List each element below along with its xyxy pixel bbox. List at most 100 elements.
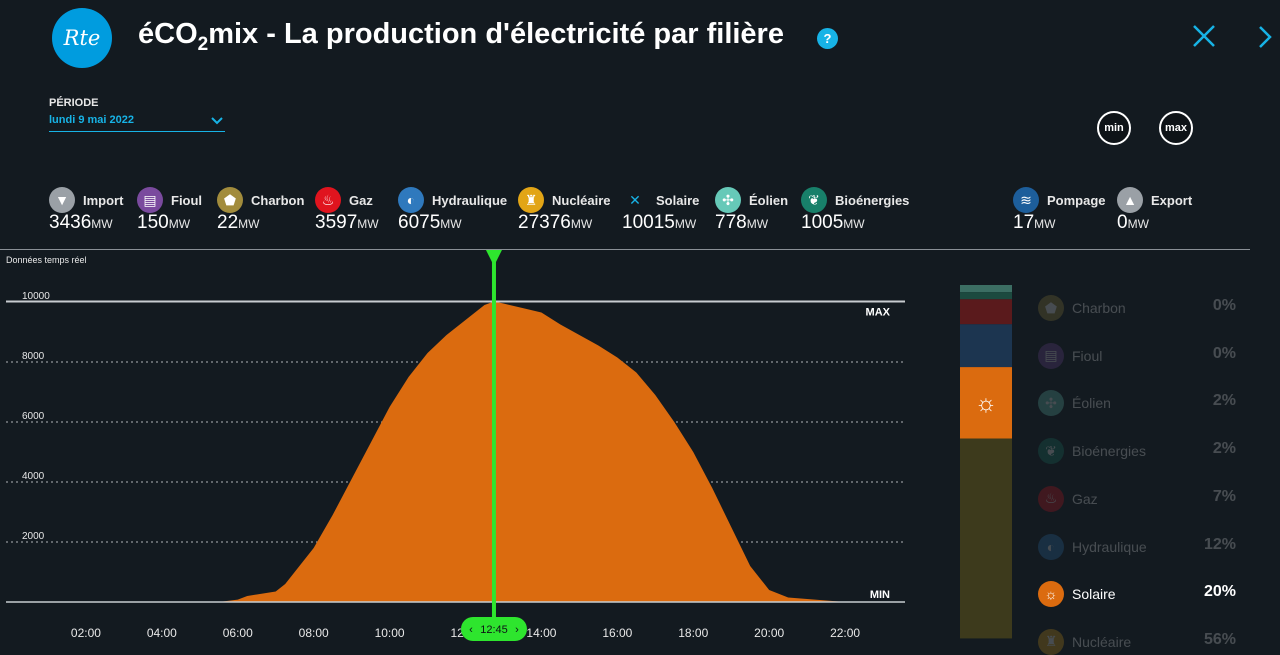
period-select[interactable]: lundi 9 mai 2022: [49, 114, 225, 132]
cursor-head-icon: [485, 250, 502, 266]
source-value: 3436MW: [49, 212, 113, 234]
x-tick-label: 20:00: [754, 626, 784, 640]
max-button[interactable]: max: [1159, 111, 1193, 145]
legend-item-gaz[interactable]: ♨ Gaz 7%: [1038, 485, 1238, 512]
source-name: Pompage: [1047, 193, 1106, 208]
page-title: éCO2mix - La production d'électricité pa…: [138, 18, 784, 56]
source-name: Solaire: [656, 193, 700, 208]
close-icon[interactable]: [1190, 22, 1218, 50]
stack-segment-eolien[interactable]: [960, 285, 1012, 293]
legend-name: Fioul: [1072, 347, 1103, 364]
title-suffix: mix - La production d'électricité par fi…: [208, 18, 784, 50]
x-tick-label: 18:00: [678, 626, 708, 640]
y-tick-label: 2000: [22, 531, 45, 542]
legend-item-bioenergies[interactable]: ❦ Bioénergies 2%: [1038, 438, 1238, 465]
legend-name: Gaz: [1072, 490, 1098, 507]
legend-percent: 20%: [1203, 583, 1236, 601]
title-subscript: 2: [197, 33, 209, 55]
legend-item-solaire[interactable]: ☼ Solaire 20%: [1038, 581, 1238, 608]
chevron-right-icon: ›: [515, 624, 519, 636]
bioenergies-icon: ❦: [1038, 438, 1064, 465]
stack-segment-bioenergies[interactable]: [960, 292, 1012, 300]
production-chart[interactable]: 2000 4000 6000 8000 10000 MAX MIN 02:00 04:00 06:…: [0, 250, 940, 642]
source-value-number: 3436: [49, 212, 92, 233]
solar-area: [10, 301, 903, 602]
source-value-number: 0: [1117, 212, 1128, 233]
source-value: 6075MW: [398, 212, 462, 234]
max-label: MAX: [866, 307, 891, 319]
source-unit: MW: [91, 217, 113, 231]
bioenergies-icon: ❦: [801, 187, 827, 213]
stack-segment-nucleaire[interactable]: [960, 438, 1012, 639]
source-value: 17MW: [1013, 212, 1055, 234]
fioul-icon: ▤: [1038, 342, 1064, 369]
y-tick-label: 6000: [22, 411, 45, 422]
help-button[interactable]: ?: [817, 28, 838, 49]
source-value: 10015MW: [622, 212, 696, 234]
legend-name: Éolien: [1072, 395, 1111, 412]
source-name: Charbon: [251, 193, 305, 208]
gaz-icon: ♨: [315, 187, 341, 213]
source-value-number: 1005: [801, 212, 844, 233]
x-tick-label: 10:00: [375, 626, 405, 640]
min-label: MIN: [870, 589, 890, 601]
eolien-icon: ✣: [1038, 390, 1064, 417]
stack-segment-gaz[interactable]: [960, 299, 1012, 325]
charbon-icon: ⬟: [1038, 295, 1064, 321]
source-value-number: 10015: [622, 212, 675, 233]
legend-name: Solaire: [1072, 586, 1116, 603]
source-value-number: 778: [715, 212, 747, 233]
sun-icon: ☼: [975, 390, 997, 417]
source-value: 0MW: [1117, 212, 1149, 234]
x-tick-label: 06:00: [223, 626, 253, 640]
source-value: 22MW: [217, 212, 259, 234]
source-value: 1005MW: [801, 212, 865, 234]
hydraulique-icon: ◐: [1038, 533, 1064, 560]
x-tick-label: 14:00: [526, 626, 556, 640]
legend-name: Bioénergies: [1072, 443, 1146, 460]
source-value-number: 17: [1013, 212, 1035, 233]
solaire-icon: ✕: [629, 191, 641, 208]
source-unit: MW: [674, 217, 697, 231]
source-unit: MW: [746, 217, 769, 231]
logo-text: Rte: [63, 26, 101, 50]
gaz-icon: ♨: [1038, 485, 1064, 512]
source-unit: MW: [440, 217, 462, 231]
source-unit: MW: [1034, 217, 1056, 231]
legend-item-hydraulique[interactable]: ◐ Hydraulique 12%: [1038, 533, 1238, 560]
legend-name: Hydraulique: [1072, 538, 1147, 555]
legend-item-eolien[interactable]: ✣ Éolien 2%: [1038, 390, 1238, 417]
source-value-number: 6075: [398, 212, 441, 233]
source-value: 778MW: [715, 212, 768, 234]
stack-segment-hydraulique[interactable]: [960, 324, 1012, 368]
legend-item-charbon[interactable]: ⬟ Charbon 0%: [1038, 295, 1238, 321]
x-tick-label: 22:00: [830, 626, 860, 640]
export-icon: ▲: [1117, 187, 1143, 213]
import-icon: ▼: [49, 187, 75, 213]
source-value: 150MW: [137, 212, 190, 234]
legend-name: Charbon: [1072, 300, 1126, 316]
legend-percent: 56%: [1203, 630, 1236, 648]
legend-percent: 7%: [1212, 487, 1236, 505]
source-value: 3597MW: [315, 212, 379, 234]
min-button[interactable]: min: [1097, 111, 1131, 145]
legend-percent: 2%: [1212, 392, 1236, 410]
cursor-time-pill[interactable]: [460, 617, 527, 641]
stack-segment-solaire[interactable]: [960, 367, 1012, 439]
source-unit: MW: [570, 217, 593, 231]
source-name: Nucléaire: [552, 193, 611, 208]
legend-percent: 2%: [1212, 440, 1236, 458]
rte-logo[interactable]: Rte: [52, 8, 112, 68]
legend-percent: 12%: [1203, 535, 1236, 553]
source-unit: MW: [1127, 217, 1149, 231]
solaire-icon: ☼: [1038, 581, 1064, 608]
chevron-right-icon[interactable]: [1256, 24, 1274, 50]
source-unit: MW: [168, 217, 191, 231]
source-name: Gaz: [349, 193, 373, 208]
source-name: Hydraulique: [432, 193, 508, 208]
legend-item-fioul[interactable]: ▤ Fioul 0%: [1038, 342, 1238, 369]
hydraulique-icon: ◐: [398, 187, 424, 213]
source-value-number: 22: [217, 212, 239, 233]
realtime-label: Données temps réel: [6, 255, 87, 265]
source-unit: MW: [238, 217, 260, 231]
